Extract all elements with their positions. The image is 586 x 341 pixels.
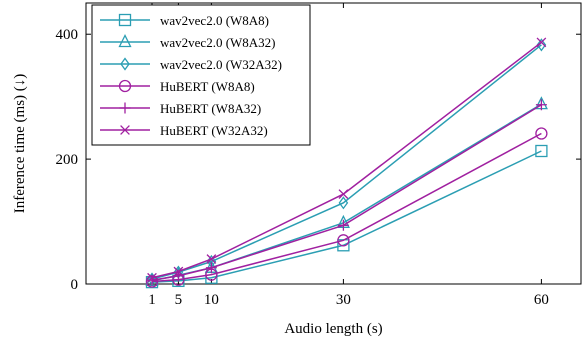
legend: wav2vec2.0 (W8A8) wav2vec2.0 (W8A32) wav2v… (91, 4, 311, 146)
x-tick-label: 30 (336, 292, 351, 308)
data-point (205, 262, 217, 274)
legend-entry: HuBERT (W8A8) (100, 79, 255, 94)
legend-box (91, 4, 311, 146)
y-tick-label: 200 (56, 152, 79, 168)
data-point (337, 219, 349, 231)
legend-marker (118, 34, 132, 48)
legend-marker (118, 13, 132, 27)
data-point (535, 99, 547, 111)
legend-marker (120, 57, 130, 71)
data-point (173, 266, 184, 277)
data-point (337, 234, 350, 247)
x-tick-label: 60 (534, 292, 549, 308)
legend-marker (118, 79, 132, 93)
series-layer (145, 37, 548, 289)
x-tick-label: 1 (148, 292, 156, 308)
series-line (151, 44, 542, 280)
legend-marker (120, 125, 130, 135)
legend-label: HuBERT (W32A32) (160, 123, 268, 138)
series-5 (147, 37, 547, 283)
legend-label: wav2vec2.0 (W8A32) (160, 35, 276, 50)
data-point (338, 189, 349, 199)
legend-entry: HuBERT (W8A32) (100, 101, 261, 116)
y-tick-label: 0 (71, 277, 79, 293)
axes: 1 5 10 30 60 0 200 400 (56, 2, 582, 308)
legend-label: wav2vec2.0 (W8A8) (160, 13, 269, 28)
x-tick-label: 5 (175, 292, 183, 308)
data-point (535, 127, 548, 140)
y-tick-label: 400 (56, 27, 79, 43)
x-tick-label: 10 (204, 292, 219, 308)
legend-entry: wav2vec2.0 (W32A32) (100, 57, 282, 72)
x-axis-label: Audio length (s) (284, 321, 382, 337)
data-point (147, 272, 157, 283)
series-4 (146, 99, 547, 286)
data-point (206, 254, 217, 264)
series-0 (145, 144, 548, 289)
data-point (146, 274, 158, 286)
series-line (151, 150, 542, 283)
legend-label: HuBERT (W8A8) (160, 79, 255, 94)
y-axis-label: Inference time (ms) (↓) (12, 74, 28, 214)
data-point (535, 144, 548, 158)
data-point (536, 38, 547, 52)
legend-entry: wav2vec2.0 (W8A32) (100, 34, 276, 50)
legend-marker (119, 102, 131, 114)
legend-label: HuBERT (W8A32) (160, 101, 261, 116)
legend-label: wav2vec2.0 (W32A32) (160, 57, 282, 72)
legend-entry: HuBERT (W32A32) (100, 123, 268, 138)
plot-frame (85, 2, 582, 285)
data-point (338, 196, 349, 210)
series-line (151, 132, 542, 283)
data-point (536, 37, 547, 48)
legend-entry: wav2vec2.0 (W8A8) (100, 13, 269, 28)
